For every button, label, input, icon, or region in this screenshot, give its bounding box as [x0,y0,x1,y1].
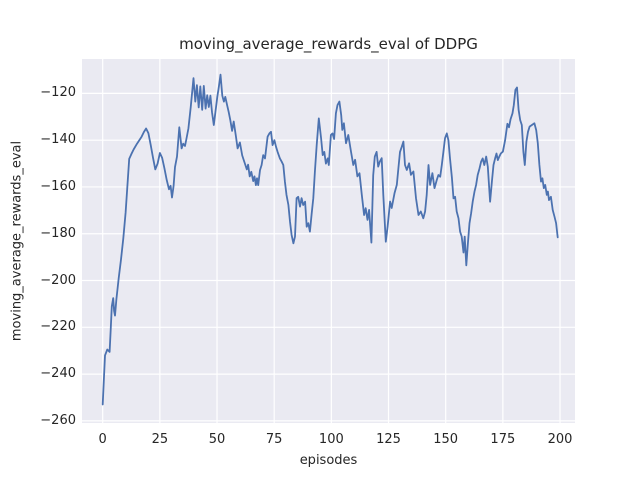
x-tick-label: 200 [547,432,573,447]
x-tick-label: 25 [151,432,169,447]
y-tick-label: −140 [40,132,76,148]
y-tick-label: −120 [40,85,76,101]
x-tick-label: 125 [376,432,401,447]
chart-title: moving_average_rewards_eval of DDPG [179,35,478,53]
x-tick-label: 150 [433,432,459,447]
y-axis-label: moving_average_rewards_eval [9,140,25,342]
y-tick-label: −220 [40,319,76,335]
x-tick-label: 75 [265,432,283,447]
y-tick-label: −200 [40,272,76,288]
y-tick-label: −180 [40,225,76,241]
y-tick-label: −160 [40,178,76,194]
x-tick-label: 100 [318,432,344,447]
plot-area [82,59,575,423]
x-tick-label: 0 [98,432,107,447]
x-axis-label: episodes [299,453,358,468]
y-tick-label: −260 [40,412,76,428]
x-tick-label: 175 [490,432,516,447]
y-tick-label: −240 [40,366,76,382]
x-tick-label: 50 [208,432,226,447]
reward-line-series [101,73,559,406]
